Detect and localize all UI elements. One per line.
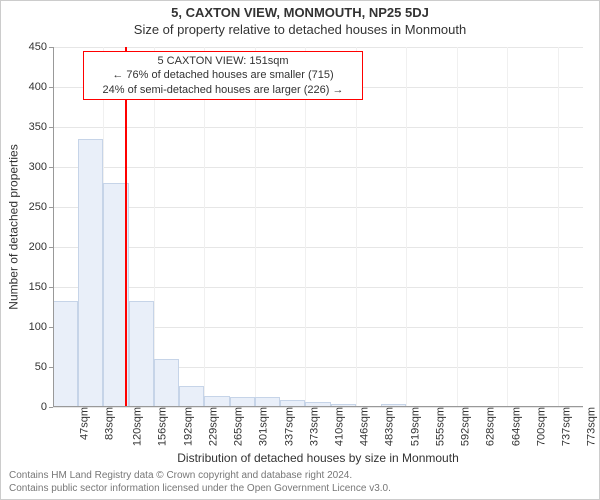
- grid-line: [53, 207, 583, 208]
- xtick-label: 337sqm: [279, 407, 295, 446]
- histogram-bar: [78, 139, 103, 407]
- footnote-line1: Contains HM Land Registry data © Crown c…: [9, 470, 391, 483]
- histogram-bar: [129, 301, 154, 407]
- xtick-label: 192sqm: [178, 407, 194, 446]
- ytick-label: 300: [29, 161, 53, 173]
- grid-line: [53, 47, 583, 48]
- grid-line-v: [204, 47, 205, 407]
- xtick-label: 301sqm: [254, 407, 270, 446]
- grid-line-v: [255, 47, 256, 407]
- ytick-label: 250: [29, 201, 53, 213]
- chart-title: 5, CAXTON VIEW, MONMOUTH, NP25 5DJ: [1, 5, 599, 20]
- xtick-label: 410sqm: [330, 407, 346, 446]
- annotation-line1: 5 CAXTON VIEW: 151sqm: [89, 54, 357, 68]
- grid-line: [53, 127, 583, 128]
- ytick-label: 0: [41, 401, 53, 413]
- grid-line-v: [406, 47, 407, 407]
- xtick-label: 229sqm: [203, 407, 219, 446]
- annotation-line3: 24% of semi-detached houses are larger (…: [89, 83, 357, 97]
- chart-container: { "chart": { "type": "bar-histogram", "t…: [0, 0, 600, 500]
- ytick-label: 350: [29, 121, 53, 133]
- ytick-label: 150: [29, 281, 53, 293]
- xtick-label: 265sqm: [229, 407, 245, 446]
- footnote-line2: Contains public sector information licen…: [9, 483, 391, 496]
- plot-area-wrap: 05010015020025030035040045047sqm83sqm120…: [53, 47, 583, 407]
- histogram-bar: [154, 359, 179, 407]
- grid-line-v: [507, 47, 508, 407]
- xtick-label: 555sqm: [431, 407, 447, 446]
- xtick-label: 737sqm: [557, 407, 573, 446]
- grid-line-v: [356, 47, 357, 407]
- xtick-label: 120sqm: [128, 407, 144, 446]
- xtick-label: 83sqm: [99, 407, 115, 440]
- grid-line-v: [154, 47, 155, 407]
- plot-area: 05010015020025030035040045047sqm83sqm120…: [53, 47, 583, 407]
- grid-line: [53, 247, 583, 248]
- ytick-label: 50: [35, 361, 53, 373]
- grid-line: [53, 167, 583, 168]
- xtick-label: 664sqm: [506, 407, 522, 446]
- xtick-label: 156sqm: [153, 407, 169, 446]
- xtick-label: 773sqm: [582, 407, 598, 446]
- xtick-label: 628sqm: [481, 407, 497, 446]
- grid-line-v: [558, 47, 559, 407]
- xtick-label: 47sqm: [74, 407, 90, 440]
- x-axis-line: [53, 406, 583, 407]
- xtick-label: 373sqm: [304, 407, 320, 446]
- marker-line: [125, 47, 127, 407]
- x-axis-label: Distribution of detached houses by size …: [53, 451, 583, 465]
- ytick-label: 200: [29, 241, 53, 253]
- grid-line-v: [457, 47, 458, 407]
- histogram-bar: [53, 301, 78, 407]
- chart-subtitle: Size of property relative to detached ho…: [1, 22, 599, 37]
- ytick-label: 450: [29, 41, 53, 53]
- annotation-box: 5 CAXTON VIEW: 151sqm← 76% of detached h…: [83, 51, 363, 100]
- xtick-label: 446sqm: [355, 407, 371, 446]
- ytick-label: 100: [29, 321, 53, 333]
- xtick-label: 700sqm: [531, 407, 547, 446]
- grid-line: [53, 287, 583, 288]
- y-axis-label: Number of detached properties: [7, 144, 21, 309]
- y-axis-label-wrap: Number of detached properties: [7, 47, 21, 407]
- xtick-label: 519sqm: [405, 407, 421, 446]
- annotation-line2: ← 76% of detached houses are smaller (71…: [89, 68, 357, 82]
- histogram-bar: [179, 386, 204, 407]
- y-axis-line: [53, 47, 54, 407]
- xtick-label: 483sqm: [380, 407, 396, 446]
- grid-line-v: [305, 47, 306, 407]
- footnote: Contains HM Land Registry data © Crown c…: [9, 470, 391, 495]
- ytick-label: 400: [29, 81, 53, 93]
- xtick-label: 592sqm: [456, 407, 472, 446]
